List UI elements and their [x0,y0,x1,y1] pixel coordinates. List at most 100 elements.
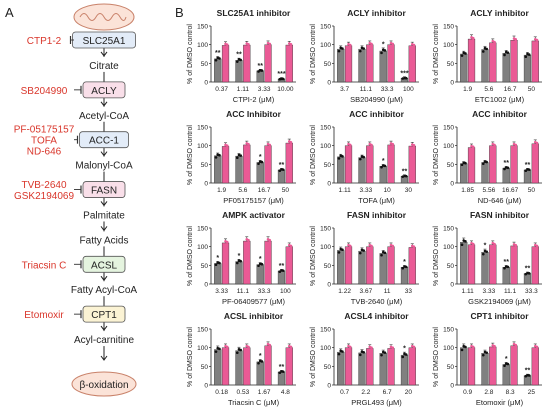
bar-gray [502,53,510,83]
enzyme-box [82,255,126,273]
data-point [358,49,362,53]
data-point [468,40,472,43]
x-axis-label: PRGL493 (μM) [351,398,402,407]
data-point [239,58,242,62]
data-point [289,43,293,46]
x-tick-label: 1.11 [339,187,352,194]
data-point [243,348,247,352]
data-point [225,345,229,349]
pathway-arrowhead [100,325,108,331]
bar-pink [467,244,476,285]
x-tick-label: 1.22 [338,288,351,295]
y-tick-label: 0 [204,80,208,87]
bar-pink [221,45,230,83]
y-tick-label: 100 [197,143,208,150]
enzyme-box [82,305,126,323]
data-point [218,347,221,351]
enzyme-box [82,81,126,99]
y-tick-label: 100 [320,42,331,49]
x-tick-label: 25 [528,389,536,396]
data-point [535,141,539,145]
x-axis-label: PF05175157 (μM) [223,196,284,205]
bar-gray [337,351,345,386]
enzyme-label: CPT1 [91,310,117,321]
bar-gray [400,354,409,386]
data-point [485,160,488,164]
bar-pink [221,146,230,184]
bar-gray [460,241,468,285]
bar-chart: SLC25A1 inhibitor % of DMSO control 0 50 100… [187,8,296,104]
data-point [239,154,242,157]
metabolite-label: Acetyl-CoA [79,111,129,122]
panel-label-b: B [175,5,184,20]
bar-gray [277,371,286,386]
bar-pink [408,145,416,184]
x-tick-label: 16.7 [258,187,271,194]
y-tick-label: 100 [443,244,454,251]
data-point [268,42,272,46]
data-point [471,345,475,349]
x-tick-label: 1.11 [237,86,250,93]
data-point [247,238,250,242]
y-axis-label: % of DMSO control [187,327,194,387]
data-point [286,144,289,147]
data-point [218,261,221,265]
significance-marker: ** [525,162,531,169]
data-point [260,69,264,72]
data-point [527,272,531,275]
bar-pink [408,247,416,285]
significance-marker: * [259,154,262,161]
data-point [265,45,268,49]
y-axis-label: % of DMSO control [433,327,440,387]
y-tick-label: 50 [324,162,332,169]
data-point [412,245,416,248]
data-point [289,244,293,248]
x-tick-label: 11.1 [237,288,250,295]
x-tick-label: 16.7 [504,86,517,93]
data-point [366,349,370,352]
data-point [481,353,485,357]
data-point [222,244,226,247]
data-point [348,143,352,147]
y-tick-label: 0 [204,282,208,289]
data-point [464,52,467,55]
chart-title: ACLY inhibitor [470,8,529,18]
x-tick-label: 11.1 [360,86,373,93]
data-point [506,265,510,269]
data-point [366,45,370,49]
chart-title: ACC inhibitor [349,109,404,119]
bar-gray [358,48,366,83]
mitochondrion-icon [73,3,135,31]
y-tick-label: 50 [324,61,332,68]
enzyme-label: ACSL [91,260,118,271]
metabolite-bg [69,231,139,247]
data-point [383,251,387,255]
y-axis-label: % of DMSO control [310,24,317,84]
metabolite-label: Malonyl-CoA [75,161,133,172]
enzyme-label: ACLY [91,86,117,97]
x-tick-label: 50 [528,187,536,194]
y-axis-label: % of DMSO control [310,125,317,185]
metabolite-label: Fatty Acyl-CoA [71,285,137,296]
bar-pink [366,145,374,184]
y-tick-label: 0 [450,181,454,188]
inhibitor-label: ND-646 [27,147,62,158]
enzyme-box [82,181,126,198]
x-tick-label: 1.9 [217,187,226,194]
data-point [464,345,467,349]
y-tick-label: 100 [197,345,208,352]
bar-pink [467,347,476,386]
x-tick-label: 3.33 [215,288,228,295]
bar-pink [510,345,518,386]
data-point [260,160,264,164]
data-point [380,165,383,169]
pathway-diagram: SLC25A1 Citrate ACLY Acetyl-CoA ACC-1 Malonyl… [14,3,148,397]
bar-pink [264,345,272,386]
bar-gray [502,167,510,184]
bar-gray [481,252,489,285]
x-tick-label: 16.67 [502,187,519,194]
x-tick-label: 33.3 [525,288,538,295]
data-point [383,49,387,52]
bar-gray [214,155,222,184]
y-tick-label: 150 [197,327,208,334]
